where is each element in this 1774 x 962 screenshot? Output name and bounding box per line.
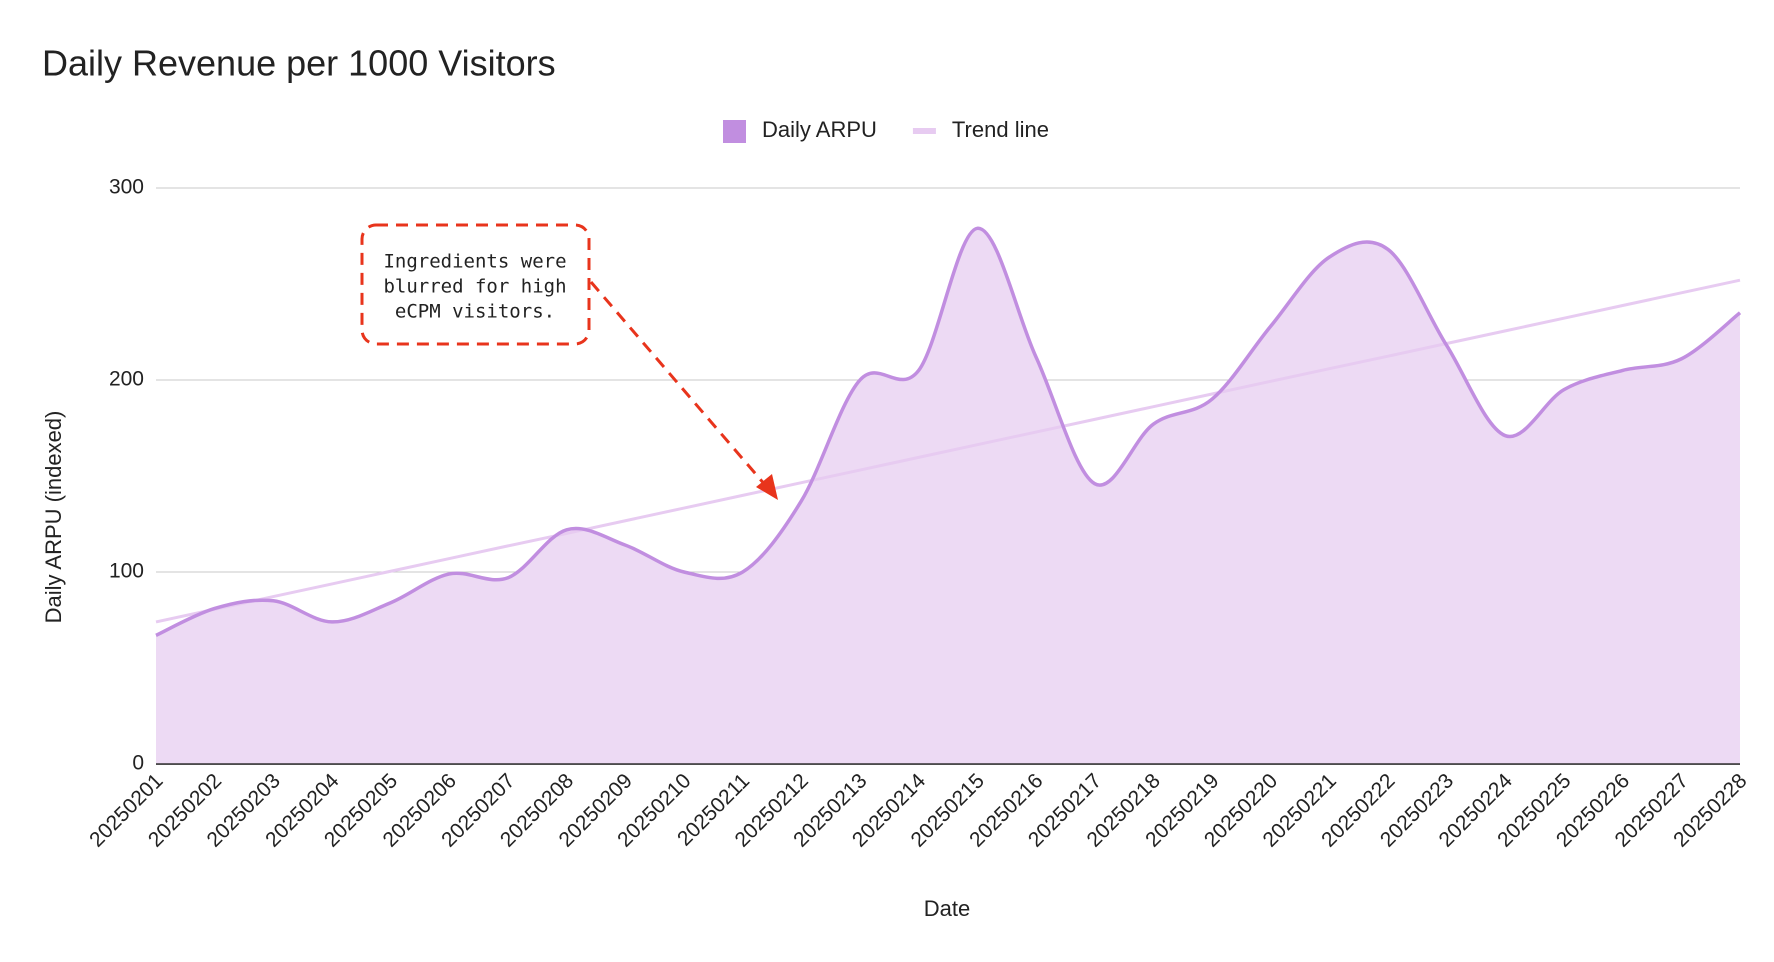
series-line bbox=[155, 226, 1742, 637]
legend-label: Trend line bbox=[952, 117, 1049, 142]
annotation-box bbox=[360, 223, 591, 346]
annotation-text: blurred for high bbox=[383, 276, 566, 298]
legend: Daily ARPU Trend line bbox=[723, 117, 1049, 143]
annotation-text: Ingredients were bbox=[383, 251, 566, 273]
chart-title: Daily Revenue per 1000 Visitors bbox=[42, 43, 556, 84]
legend-label: Daily ARPU bbox=[762, 117, 877, 142]
trend-line bbox=[155, 278, 1741, 624]
legend-swatch bbox=[723, 120, 746, 143]
annotation-text: eCPM visitors. bbox=[395, 301, 555, 323]
plot-layer bbox=[155, 226, 1742, 765]
y-axis-title: Daily ARPU (indexed) bbox=[41, 411, 66, 624]
y-tick-label: 100 bbox=[109, 560, 144, 583]
area-fill bbox=[156, 228, 1740, 764]
y-tick-label: 200 bbox=[109, 368, 144, 391]
y-tick-label: 0 bbox=[132, 752, 144, 775]
annotation-arrowhead bbox=[756, 474, 778, 500]
x-axis-title: Date bbox=[924, 896, 970, 921]
y-tick-label: 300 bbox=[109, 176, 144, 199]
annotation-arrow bbox=[589, 281, 768, 487]
annotation: Ingredients were blurred for high eCPM vis… bbox=[360, 223, 778, 500]
